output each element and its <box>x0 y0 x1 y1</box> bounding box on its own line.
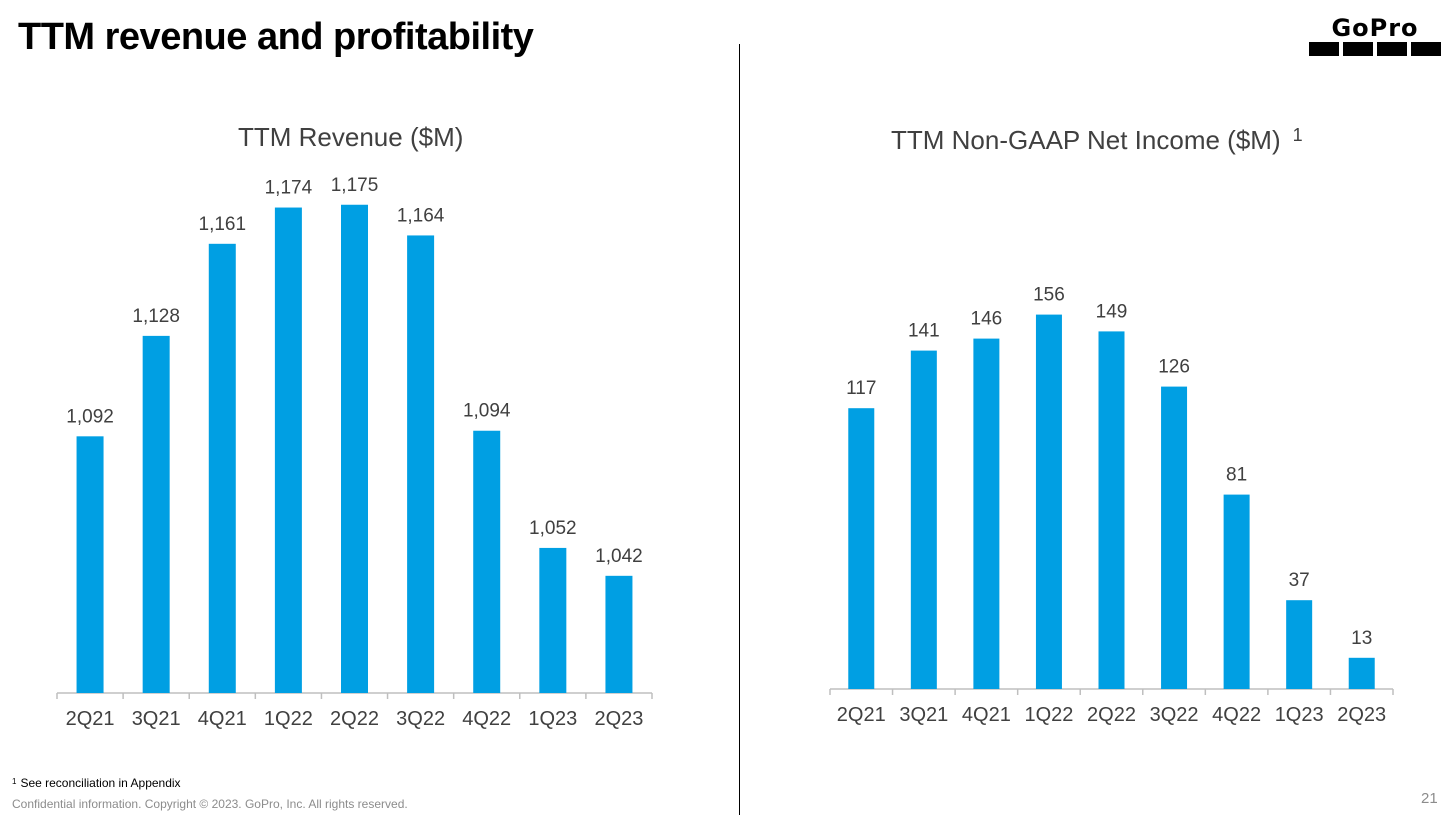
bar-2Q22 <box>1098 331 1125 689</box>
data-label-4Q22: 1,094 <box>463 401 511 422</box>
data-label-2Q23: 13 <box>1351 628 1372 649</box>
category-label-3Q21: 3Q21 <box>132 708 181 730</box>
gopro-logo: GoPro <box>1309 14 1441 56</box>
footnote: 1 See reconciliation in Appendix <box>12 776 181 790</box>
category-label-1Q23: 1Q23 <box>1275 704 1324 726</box>
data-label-3Q21: 1,128 <box>132 306 180 327</box>
category-label-2Q21: 2Q21 <box>837 704 886 726</box>
category-label-1Q22: 1Q22 <box>264 708 313 730</box>
net-income-chart-title: TTM Non-GAAP Net Income ($M) 1 <box>891 125 1303 155</box>
bar-2Q22 <box>341 204 368 693</box>
category-label-3Q22: 3Q22 <box>1150 704 1199 726</box>
bar-2Q21 <box>848 408 875 689</box>
data-label-4Q22: 81 <box>1226 465 1247 486</box>
data-label-2Q23: 1,042 <box>595 546 643 567</box>
category-label-2Q22: 2Q22 <box>330 708 379 730</box>
category-label-2Q22: 2Q22 <box>1087 704 1136 726</box>
category-label-3Q22: 3Q22 <box>396 708 445 730</box>
data-label-1Q22: 156 <box>1033 285 1065 306</box>
data-label-1Q22: 1,174 <box>265 178 313 199</box>
bar-3Q21 <box>910 350 937 689</box>
page-title: TTM revenue and profitability <box>18 16 534 58</box>
bar-2Q23 <box>605 575 633 693</box>
svg-text:GoPro: GoPro <box>1331 14 1418 42</box>
data-label-2Q21: 1,092 <box>66 406 114 427</box>
data-label-3Q21: 141 <box>908 321 940 342</box>
copyright-text: Confidential information. Copyright © 20… <box>12 797 408 811</box>
data-label-2Q22: 1,175 <box>331 175 379 196</box>
data-label-4Q21: 146 <box>971 309 1003 330</box>
panel-divider <box>739 44 740 815</box>
category-label-2Q23: 2Q23 <box>1337 704 1386 726</box>
bar-3Q22 <box>407 235 435 693</box>
bar-4Q21 <box>973 338 1000 689</box>
category-label-4Q22: 4Q22 <box>1212 704 1261 726</box>
data-label-1Q23: 37 <box>1289 570 1310 591</box>
revenue-chart-title: TTM Revenue ($M) <box>238 122 464 152</box>
data-label-2Q22: 149 <box>1096 301 1128 322</box>
category-label-1Q23: 1Q23 <box>528 708 577 730</box>
page-number: 21 <box>1421 790 1438 807</box>
category-label-4Q22: 4Q22 <box>462 708 511 730</box>
data-label-3Q22: 126 <box>1158 357 1190 378</box>
bar-1Q23 <box>539 547 567 693</box>
bar-4Q22 <box>473 430 501 693</box>
data-label-2Q21: 117 <box>846 378 876 399</box>
category-label-4Q21: 4Q21 <box>198 708 247 730</box>
net-income-bar-chart: 117 2Q21 141 3Q21 146 4Q21 156 1Q22 149 2Q22 126 3Q… <box>829 285 1394 726</box>
bar-3Q21 <box>142 335 170 693</box>
category-label-2Q21: 2Q21 <box>66 708 115 730</box>
bar-4Q21 <box>208 243 236 693</box>
bar-1Q23 <box>1286 600 1313 689</box>
bar-2Q21 <box>76 436 104 693</box>
bar-2Q23 <box>1348 657 1375 689</box>
bar-1Q22 <box>274 207 302 694</box>
revenue-bar-chart: 1,092 2Q21 1,128 3Q21 1,161 4Q21 1,174 1Q22 1,17… <box>56 175 653 730</box>
category-label-1Q22: 1Q22 <box>1024 704 1073 726</box>
bar-1Q22 <box>1035 314 1062 689</box>
data-label-4Q21: 1,161 <box>199 214 247 235</box>
category-label-4Q21: 4Q21 <box>962 704 1011 726</box>
bar-3Q22 <box>1161 386 1188 689</box>
data-label-1Q23: 1,052 <box>529 518 577 539</box>
net-income-title-footnote-marker: 1 <box>1292 125 1303 145</box>
category-label-3Q21: 3Q21 <box>899 704 948 726</box>
category-label-2Q23: 2Q23 <box>594 708 643 730</box>
data-label-3Q22: 1,164 <box>397 205 445 226</box>
bar-4Q22 <box>1223 494 1250 689</box>
